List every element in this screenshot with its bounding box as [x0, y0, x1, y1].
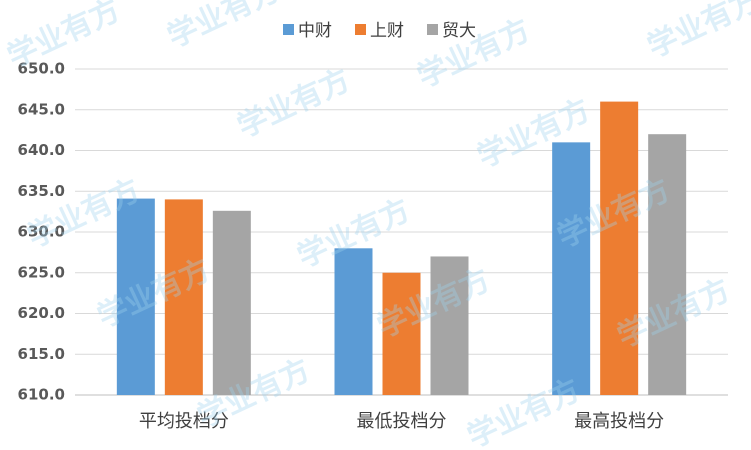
- y-tick-label: 620.0: [18, 304, 65, 322]
- y-tick-label: 630.0: [18, 223, 65, 241]
- x-tick-label: 平均投档分: [139, 411, 229, 432]
- y-tick-label: 645.0: [18, 100, 65, 118]
- legend-label: 中财: [298, 21, 332, 41]
- legend-swatch: [427, 24, 438, 35]
- legend-swatch: [283, 24, 294, 35]
- watermark: 学业有方: [162, 0, 286, 55]
- bar: [116, 198, 155, 395]
- y-tick-label: 635.0: [18, 182, 65, 200]
- bar: [164, 199, 203, 395]
- watermark: 学业有方: [232, 63, 356, 145]
- y-tick-label: 615.0: [18, 345, 65, 363]
- bar: [600, 101, 639, 395]
- y-tick-label: 650.0: [18, 60, 65, 78]
- watermark: 学业有方: [642, 0, 751, 65]
- watermark: 学业有方: [462, 373, 586, 450]
- bar: [212, 210, 251, 395]
- x-tick-label: 最高投档分: [574, 411, 664, 432]
- bar: [382, 272, 421, 395]
- bar: [552, 142, 591, 395]
- x-tick-label: 最低投档分: [357, 411, 447, 432]
- bar: [334, 248, 373, 395]
- bar: [648, 134, 687, 395]
- legend-swatch: [355, 24, 366, 35]
- legend-label: 贸大: [442, 21, 476, 41]
- watermark: 学业有方: [192, 353, 316, 435]
- bar: [430, 256, 469, 395]
- y-tick-label: 625.0: [18, 263, 65, 281]
- y-tick-label: 640.0: [18, 141, 65, 159]
- legend-label: 上财: [370, 21, 404, 41]
- y-tick-label: 610.0: [18, 386, 65, 404]
